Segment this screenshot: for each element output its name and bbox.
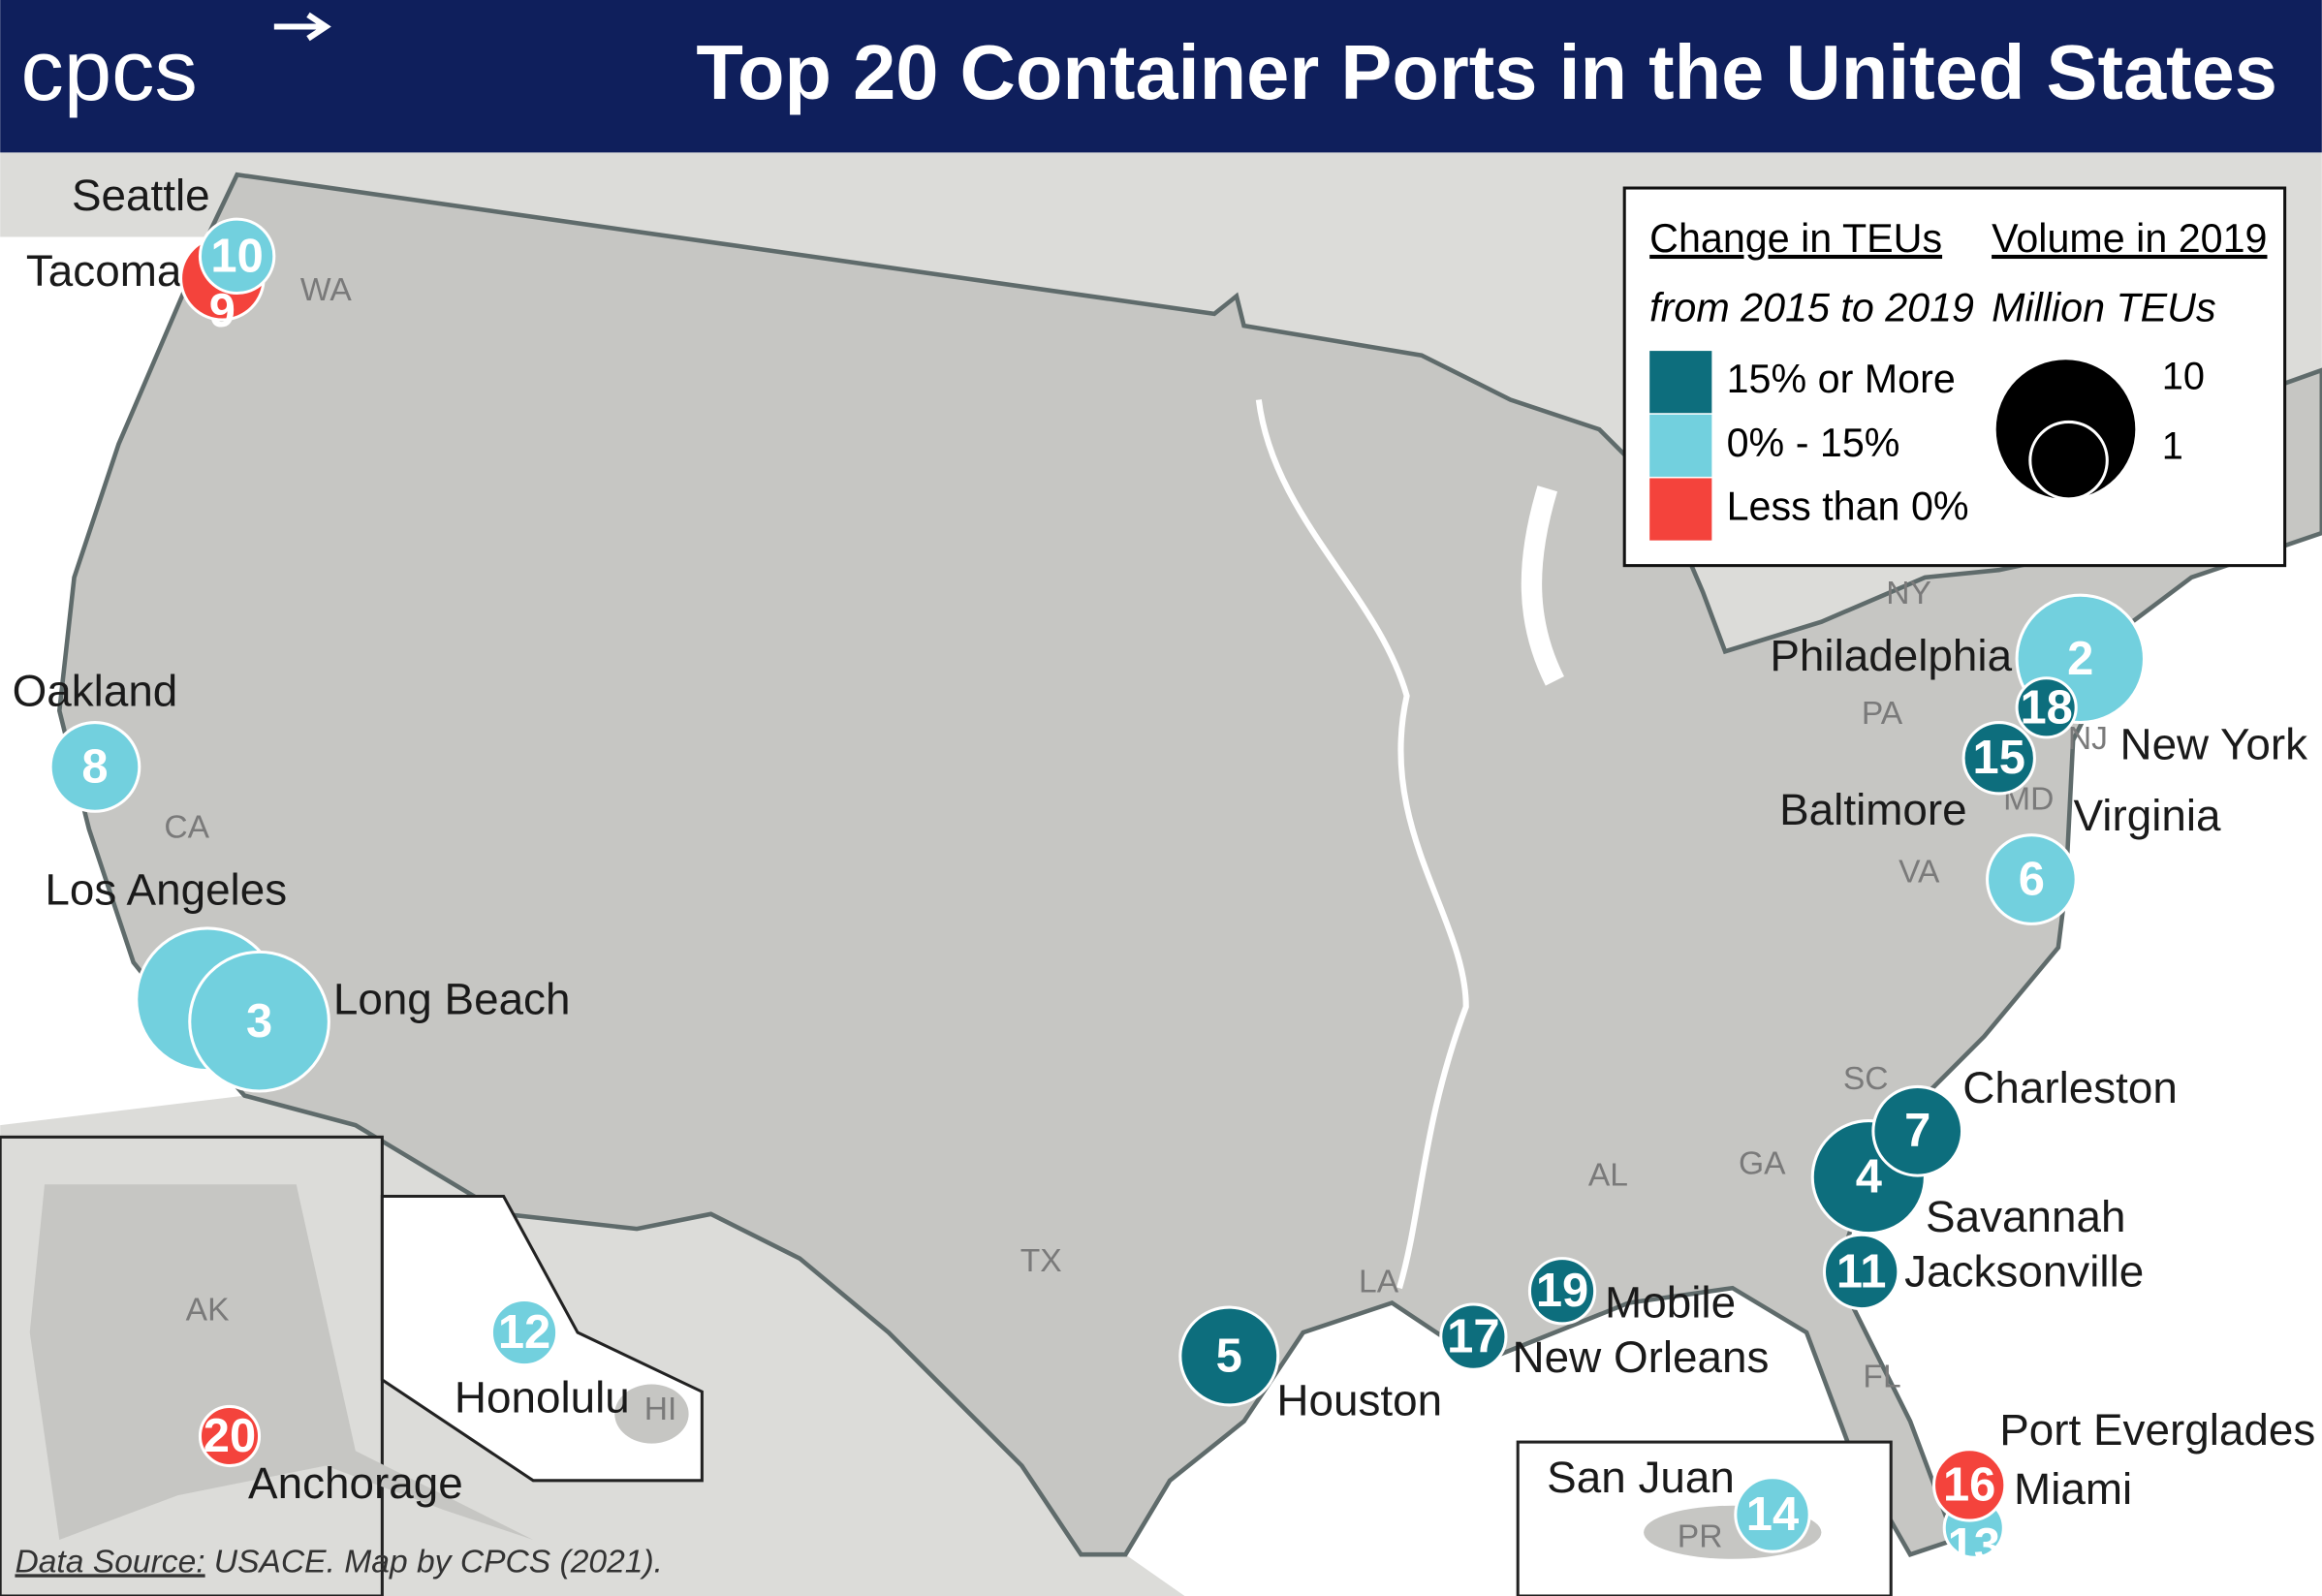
legend-label: 0% - 15% [1727,421,1900,465]
legend-label: 15% or More [1727,357,1956,401]
source-label: Data Source: [15,1544,204,1580]
port-rank: 10 [210,230,263,282]
port-marker [188,950,330,1093]
port-name: Houston [1276,1375,1442,1424]
port-rank: 20 [204,1410,256,1462]
port-rank: 19 [1536,1265,1588,1317]
legend-subtitle: from 2015 to 2019 [1649,286,1974,330]
state-label: NJ [2068,721,2108,757]
legend-subtitle: Million TEUs [1992,286,2216,330]
port-rank: 7 [1904,1105,1930,1157]
port-name: Anchorage [248,1458,463,1508]
port-name: Charleston [1962,1063,2178,1112]
port-rank: 14 [1746,1488,1799,1541]
port-name: Miami [2014,1464,2132,1514]
state-label: SC [1843,1061,1889,1097]
port-rank: 13 [1948,1519,2000,1572]
port-marker [489,1298,559,1367]
state-label: LA [1359,1265,1399,1300]
size-key-label: 10 [2162,356,2205,398]
state-label: CA [164,809,209,845]
legend-swatch [1649,414,1712,477]
port-rank: 5 [1216,1330,1242,1382]
port-rank: 8 [81,740,108,793]
state-label: AK [186,1293,230,1329]
state-label: NY [1886,576,1931,611]
port-rank: 12 [498,1306,550,1359]
port-name: New Orleans [1513,1332,1770,1382]
port-name: Oakland [13,667,178,716]
port-name: Honolulu [455,1372,630,1422]
legend-title: Change in TEUs [1649,216,1942,261]
port-marker [1871,1084,1964,1177]
port-marker [1931,1448,2007,1522]
port-name: Jacksonville [1904,1247,2144,1297]
port-name: Tacoma [26,246,182,296]
port-name: Savannah [1926,1192,2125,1241]
port-rank: 2 [2067,633,2093,685]
port-rank: 17 [1447,1311,1499,1363]
port-rank: 3 [246,995,272,1048]
port-name: Port Everglades [1999,1405,2315,1455]
port-marker [198,1404,262,1468]
port-rank: 18 [2020,681,2072,734]
port-name: Virginia [2074,791,2222,840]
size-key-label: 1 [2162,424,2183,467]
state-label: HI [644,1392,677,1427]
port-name: Philadelphia [1770,631,2012,680]
state-label: PR [1678,1518,1723,1554]
state-label: GA [1739,1145,1786,1181]
port-name: San Juan [1547,1453,1735,1502]
state-label: TX [1020,1243,1062,1279]
legend-label: Less than 0% [1727,484,1969,528]
port-marker [1986,833,2078,925]
port-rank: 16 [1943,1458,1995,1511]
port-marker [198,217,276,296]
port-marker [1439,1302,1508,1371]
port-marker [1527,1257,1597,1326]
legend-swatch [1649,351,1712,414]
port-rank: 6 [2019,854,2045,906]
port-name: Los Angeles [45,864,287,914]
state-label: FL [1863,1359,1900,1394]
legend-title: Volume in 2019 [1992,216,2267,261]
header-bar [0,0,2322,153]
port-name: Mobile [1605,1278,1736,1328]
port-marker [1178,1305,1280,1407]
ports: Los Angeles New York Long Beach Savannah Hou… [13,171,2316,1572]
state-label: PA [1862,696,1903,732]
source-text: USACE. Map by CPCS (2021). [214,1544,663,1580]
port-marker [1822,1233,1900,1311]
state-label: VA [1898,854,1940,890]
port-name: Seattle [72,171,210,220]
state-label: AL [1588,1157,1628,1193]
size-key-small [2028,420,2109,501]
legend-items: 15% or More 0% - 15% Less than 0% [1649,351,1969,541]
port-rank: 4 [1856,1151,1882,1204]
port-name: Long Beach [333,974,571,1023]
logo: cpcs [21,22,198,118]
port-name: New York [2119,720,2307,769]
alaska [29,1184,534,1540]
port-rank: 15 [1973,732,2025,784]
hawaii [614,1384,689,1444]
port-marker [1734,1476,1811,1553]
logo-arrow [273,12,331,42]
lake-michigan [1521,485,1565,686]
mississippi-river [1255,399,1469,1290]
title: Top 20 Container Ports in the United Sta… [696,29,2277,115]
port-marker [48,721,141,813]
state-label: WA [300,272,352,308]
port-rank: 11 [1836,1245,1887,1298]
legend-box [1622,186,2287,568]
source: Data Source: USACE. Map by CPCS (2021). [15,1544,663,1580]
port-marker [1961,721,2036,796]
port-marker [2015,676,2078,739]
port-name: Baltimore [1779,785,1967,834]
legend-swatch [1649,478,1712,541]
